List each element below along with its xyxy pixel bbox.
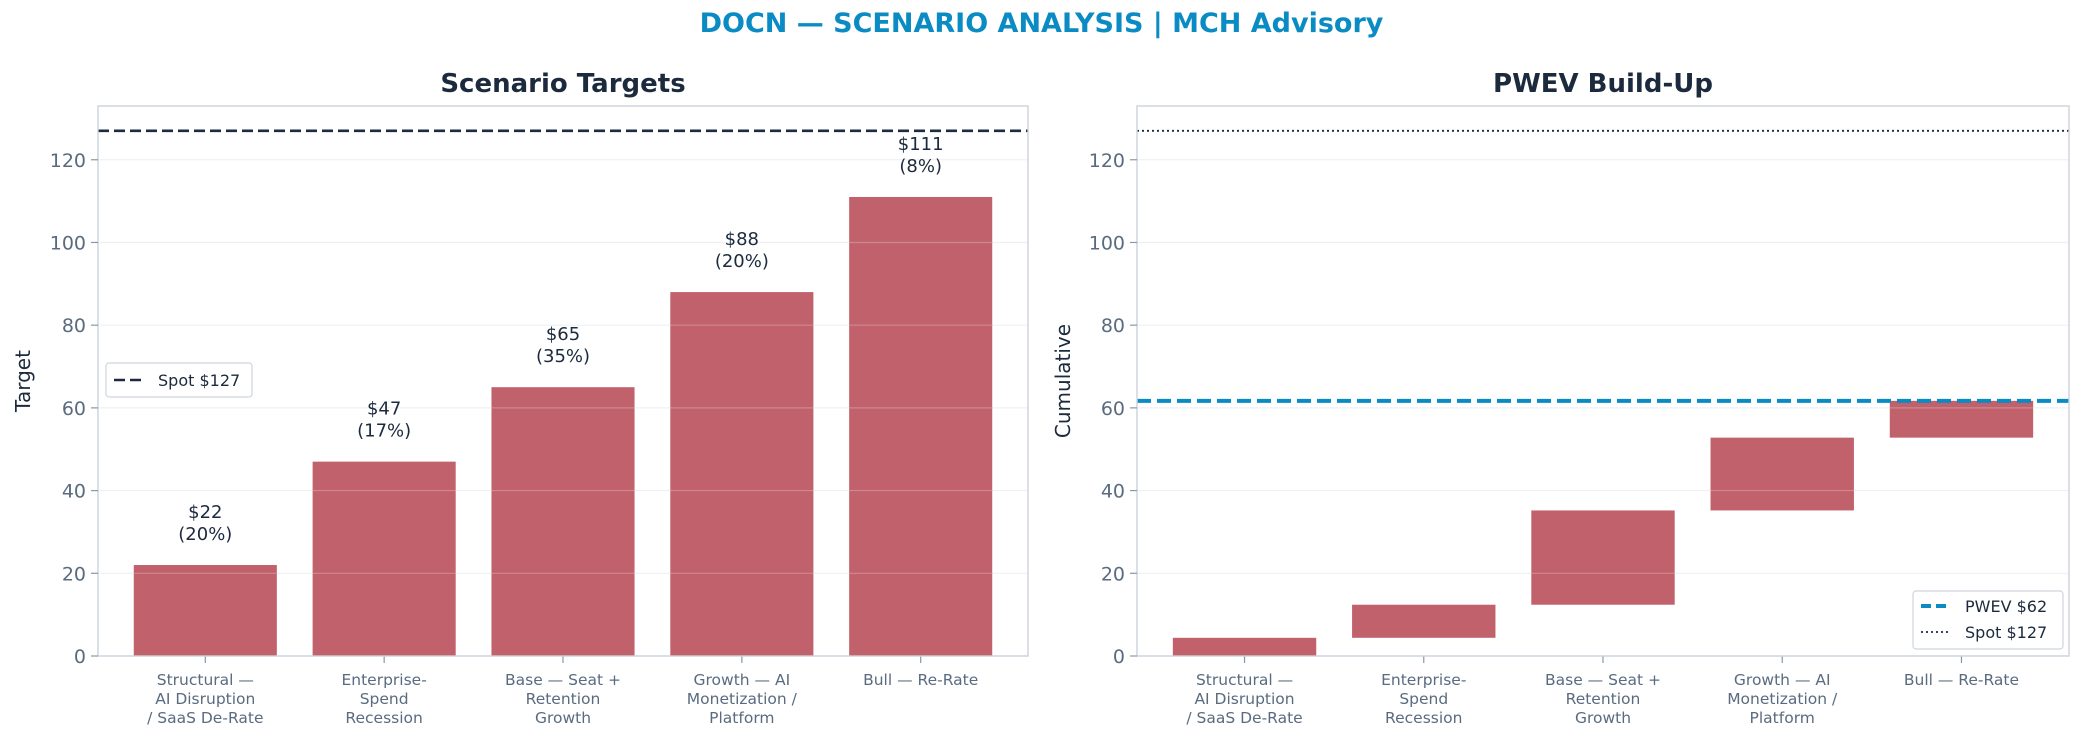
y-tick-label: 120	[50, 150, 86, 172]
data-label: (35%)	[536, 346, 590, 367]
panel-title: Scenario Targets	[440, 69, 685, 99]
axes-frame	[1136, 105, 2070, 657]
legend-label: Spot $127	[1965, 623, 2047, 642]
category-label: / SaaS De-Rate	[147, 709, 263, 727]
data-label: (20%)	[715, 251, 769, 272]
y-tick-label: 80	[1101, 315, 1125, 337]
category-label: Growth	[1575, 709, 1631, 727]
bar	[1889, 400, 2034, 438]
legend-label: Spot $127	[158, 371, 240, 390]
category-label: Recession	[345, 709, 422, 727]
category-label: Bull — Re-Rate	[863, 671, 978, 689]
category-label: AI Disruption	[155, 690, 255, 708]
category-label: Base — Seat +	[1545, 671, 1661, 689]
axes-frame	[97, 105, 1029, 657]
category-label: Recession	[1385, 709, 1462, 727]
y-tick-label: 100	[1089, 232, 1125, 254]
y-tick-label: 0	[74, 646, 86, 668]
bar	[1710, 437, 1854, 511]
category-label: Spend	[1399, 690, 1448, 708]
data-label: $88	[725, 229, 759, 250]
category-label: AI Disruption	[1194, 690, 1294, 708]
category-label: Enterprise-	[1381, 671, 1466, 689]
legend-box	[105, 362, 253, 398]
y-axis-label: Target	[11, 350, 35, 413]
category-label: Bull — Re-Rate	[1904, 671, 2019, 689]
bar	[1531, 510, 1675, 605]
panel-title: PWEV Build-Up	[1493, 69, 1713, 99]
data-label: $22	[188, 502, 222, 523]
category-label: Monetization /	[687, 690, 798, 708]
category-label: Enterprise-	[341, 671, 426, 689]
bar	[1352, 604, 1496, 638]
bar	[312, 461, 456, 656]
y-tick-label: 20	[62, 563, 86, 585]
y-tick-label: 0	[1113, 646, 1125, 668]
category-label: Spend	[360, 690, 409, 708]
bar	[133, 565, 277, 656]
category-label: Growth — AI	[1734, 671, 1831, 689]
bar	[1172, 637, 1317, 656]
data-label: (8%)	[899, 156, 942, 177]
y-tick-label: 80	[62, 315, 86, 337]
data-label: (17%)	[357, 421, 411, 442]
y-tick-label: 60	[1101, 398, 1125, 420]
category-label: Growth	[535, 709, 591, 727]
data-label: $111	[898, 134, 944, 155]
y-tick-label: 40	[62, 481, 86, 503]
bar	[670, 292, 814, 656]
y-tick-label: 60	[62, 398, 86, 420]
category-label: Monetization /	[1727, 690, 1838, 708]
data-label: $65	[546, 324, 580, 345]
data-label: (20%)	[178, 524, 232, 545]
category-label: Retention	[1566, 690, 1641, 708]
category-label: Retention	[526, 690, 601, 708]
legend-box	[1912, 590, 2064, 650]
y-tick-label: 20	[1101, 563, 1125, 585]
y-tick-label: 100	[50, 232, 86, 254]
category-label: Platform	[709, 709, 774, 727]
bar	[491, 387, 635, 656]
category-label: Structural —	[1196, 671, 1293, 689]
y-tick-label: 120	[1089, 150, 1125, 172]
bar	[849, 196, 993, 656]
category-label: / SaaS De-Rate	[1186, 709, 1302, 727]
y-tick-label: 40	[1101, 481, 1125, 503]
y-axis-label: Cumulative	[1051, 324, 1075, 438]
main-title: DOCN — SCENARIO ANALYSIS | MCH Advisory	[699, 8, 1384, 39]
category-label: Platform	[1750, 709, 1815, 727]
category-label: Growth — AI	[694, 671, 791, 689]
category-label: Structural —	[157, 671, 254, 689]
data-label: $47	[367, 399, 401, 420]
legend-label: PWEV $62	[1965, 597, 2047, 616]
category-label: Base — Seat +	[505, 671, 621, 689]
